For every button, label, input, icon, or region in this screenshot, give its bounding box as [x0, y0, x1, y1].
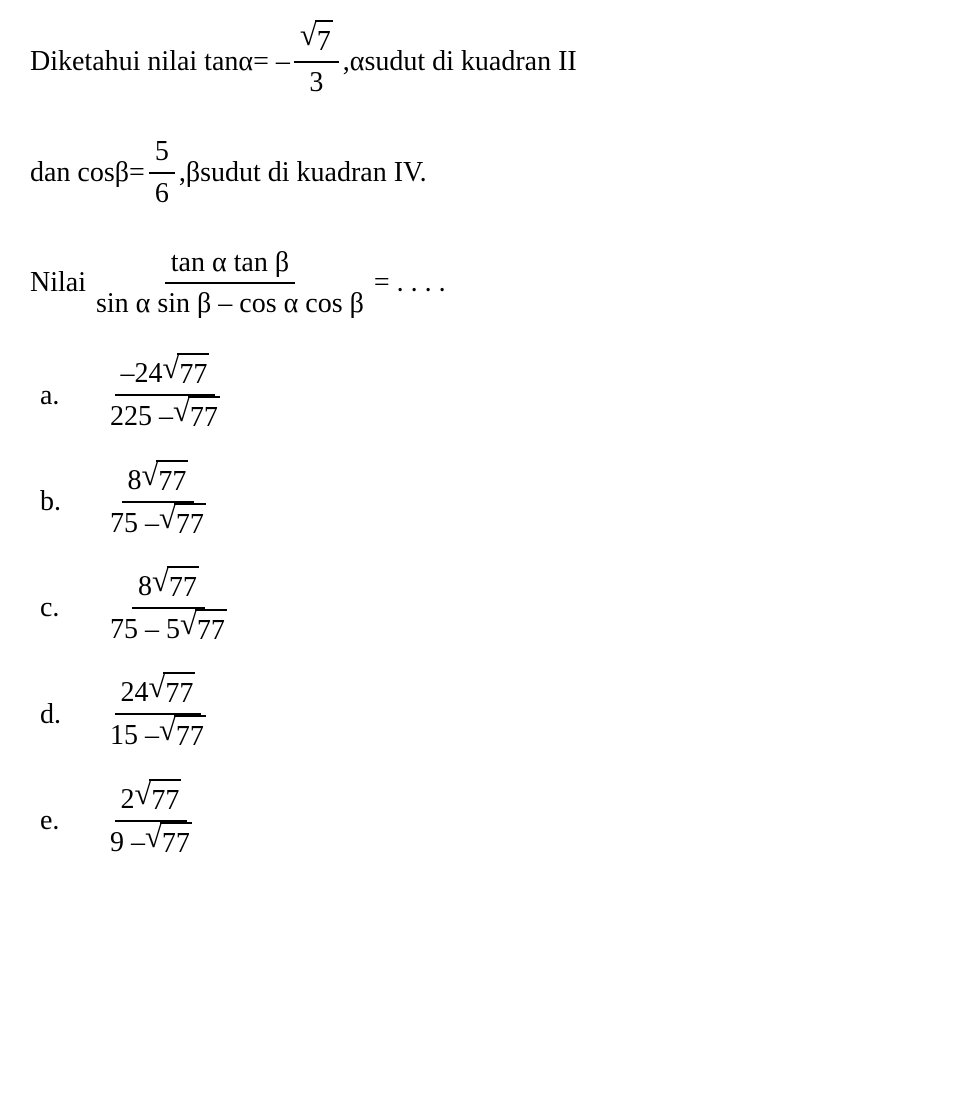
fraction-denominator: 15 – √ 77 — [104, 715, 212, 756]
text-segment: Diketahui nilai tan — [30, 42, 238, 81]
text-segment: , — [179, 153, 186, 192]
option-fraction: 24 √ 77 15 – √ 77 — [104, 672, 212, 756]
option-c: c. 8 √ 77 75 – 5 √ 77 — [40, 566, 928, 650]
fraction-tan-alpha: √ 7 3 — [294, 20, 339, 102]
num-prefix: –24 — [121, 354, 163, 393]
text-segment: sudut di kuadran IV. — [200, 153, 427, 192]
fraction-denominator: 3 — [303, 63, 329, 102]
num-prefix: 2 — [121, 780, 135, 819]
text-segment: = — [129, 153, 145, 192]
beta-symbol: β — [115, 153, 129, 192]
text-segment: , — [343, 42, 350, 81]
sqrt-expression: √ 77 — [135, 779, 182, 820]
fraction-numerator: 24 √ 77 — [115, 672, 202, 715]
den-prefix: 9 – — [110, 823, 145, 862]
fraction-numerator: 8 √ 77 — [132, 566, 205, 609]
sqrt-expression: √ 77 — [159, 715, 206, 756]
sqrt-argument: 77 — [174, 715, 206, 756]
sqrt-argument: 77 — [174, 503, 206, 544]
text-segment: = – — [253, 42, 290, 81]
num-prefix: 8 — [138, 567, 152, 606]
option-fraction: –24 √ 77 225 – √ 77 — [104, 353, 226, 437]
fraction-denominator: sin α sin β – cos α cos β — [90, 284, 370, 323]
sqrt-argument: 7 — [315, 20, 333, 61]
sqrt-expression: √ 77 — [142, 460, 189, 501]
fraction-numerator: 8 √ 77 — [122, 460, 195, 503]
sqrt-expression: √ 77 — [163, 353, 210, 394]
sqrt-expression: √ 7 — [300, 20, 333, 61]
fraction-denominator: 225 – √ 77 — [104, 396, 226, 437]
sqrt-argument: 77 — [160, 822, 192, 863]
problem-line-3: Nilai tan α tan β sin α sin β – cos α co… — [30, 243, 928, 323]
fraction-expression: tan α tan β sin α sin β – cos α cos β — [90, 243, 370, 323]
den-prefix: 75 – 5 — [110, 610, 180, 649]
text-segment: sudut di kuadran II — [364, 42, 576, 81]
sqrt-expression: √ 77 — [173, 396, 220, 437]
sqrt-argument: 77 — [156, 460, 188, 501]
fraction-numerator: 2 √ 77 — [115, 779, 188, 822]
fraction-numerator: –24 √ 77 — [115, 353, 216, 396]
option-label: b. — [40, 482, 100, 521]
option-label: c. — [40, 588, 100, 627]
alpha-symbol: α — [238, 42, 253, 81]
sqrt-argument: 77 — [149, 779, 181, 820]
option-fraction: 8 √ 77 75 – 5 √ 77 — [104, 566, 233, 650]
option-fraction: 8 √ 77 75 – √ 77 — [104, 460, 212, 544]
answer-options: a. –24 √ 77 225 – √ 77 b. 8 — [30, 353, 928, 863]
problem-line-1: Diketahui nilai tan α = – √ 7 3 , α sudu… — [30, 20, 928, 102]
sqrt-argument: 77 — [167, 566, 199, 607]
alpha-symbol: α — [350, 42, 365, 81]
sqrt-argument: 77 — [177, 353, 209, 394]
sqrt-expression: √ 77 — [180, 609, 227, 650]
den-prefix: 75 – — [110, 504, 159, 543]
option-b: b. 8 √ 77 75 – √ 77 — [40, 460, 928, 544]
option-a: a. –24 √ 77 225 – √ 77 — [40, 353, 928, 437]
sqrt-expression: √ 77 — [152, 566, 199, 607]
fraction-denominator: 75 – 5 √ 77 — [104, 609, 233, 650]
num-prefix: 8 — [128, 461, 142, 500]
sqrt-argument: 77 — [195, 609, 227, 650]
fraction-numerator: √ 7 — [294, 20, 339, 63]
sqrt-expression: √ 77 — [145, 822, 192, 863]
fraction-denominator: 9 – √ 77 — [104, 822, 198, 863]
text-segment: dan cos — [30, 153, 115, 192]
option-fraction: 2 √ 77 9 – √ 77 — [104, 779, 198, 863]
option-d: d. 24 √ 77 15 – √ 77 — [40, 672, 928, 756]
option-e: e. 2 √ 77 9 – √ 77 — [40, 779, 928, 863]
text-segment: Nilai — [30, 263, 86, 302]
option-label: d. — [40, 695, 100, 734]
sqrt-expression: √ 77 — [149, 672, 196, 713]
beta-symbol: β — [186, 153, 200, 192]
den-prefix: 225 – — [110, 397, 173, 436]
fraction-numerator: tan α tan β — [165, 243, 295, 284]
sqrt-argument: 77 — [163, 672, 195, 713]
num-prefix: 24 — [121, 673, 149, 712]
fraction-denominator: 75 – √ 77 — [104, 503, 212, 544]
fraction-denominator: 6 — [149, 174, 175, 213]
option-label: e. — [40, 801, 100, 840]
fraction-cos-beta: 5 6 — [149, 132, 175, 212]
text-segment: = . . . . — [374, 263, 446, 302]
option-label: a. — [40, 376, 100, 415]
sqrt-argument: 77 — [188, 396, 220, 437]
sqrt-expression: √ 77 — [159, 503, 206, 544]
fraction-numerator: 5 — [149, 132, 175, 173]
problem-line-2: dan cos β = 5 6 , β sudut di kuadran IV. — [30, 132, 928, 212]
den-prefix: 15 – — [110, 716, 159, 755]
